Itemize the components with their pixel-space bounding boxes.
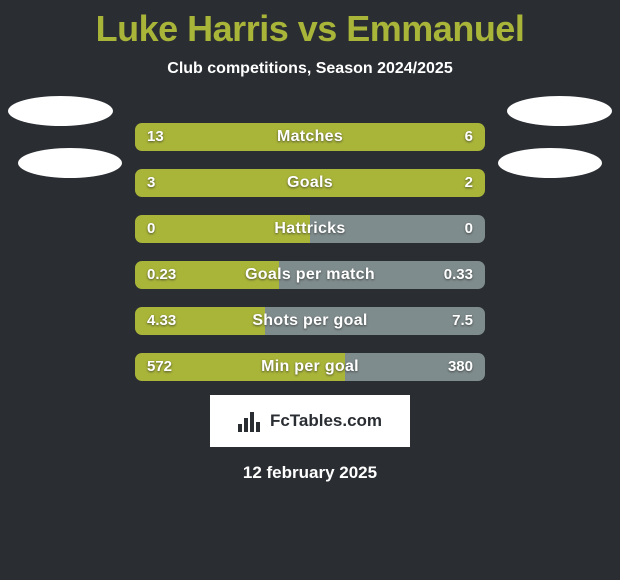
logo-text: FcTables.com — [270, 411, 382, 431]
team-badge-left-bottom — [18, 148, 122, 178]
stat-value-right: 6 — [465, 123, 473, 151]
page-subtitle: Club competitions, Season 2024/2025 — [0, 60, 620, 78]
stat-label: Shots per goal — [135, 307, 485, 335]
stat-bars-container: 13Matches6 3Goals2 0Hattricks0 0.23Goals pe… — [135, 123, 485, 399]
stat-value-right: 2 — [465, 169, 473, 197]
team-badge-right-top — [507, 96, 612, 126]
stat-label: Goals per match — [135, 261, 485, 289]
page-title: Luke Harris vs Emmanuel — [0, 0, 620, 50]
stat-bar-row: 0Hattricks0 — [135, 215, 485, 243]
stat-bar-row: 13Matches6 — [135, 123, 485, 151]
barchart-icon — [238, 410, 264, 432]
stat-bar-row: 3Goals2 — [135, 169, 485, 197]
logo-box: FcTables.com — [210, 395, 410, 447]
stat-label: Matches — [135, 123, 485, 151]
stat-value-right: 7.5 — [452, 307, 473, 335]
stat-label: Goals — [135, 169, 485, 197]
stat-bar-row: 0.23Goals per match0.33 — [135, 261, 485, 289]
stat-label: Hattricks — [135, 215, 485, 243]
date-line: 12 february 2025 — [0, 463, 620, 483]
stat-value-right: 380 — [448, 353, 473, 381]
stat-label: Min per goal — [135, 353, 485, 381]
stat-bar-row: 4.33Shots per goal7.5 — [135, 307, 485, 335]
team-badge-right-bottom — [498, 148, 602, 178]
stat-value-right: 0 — [465, 215, 473, 243]
stat-value-right: 0.33 — [444, 261, 473, 289]
stat-bar-row: 572Min per goal380 — [135, 353, 485, 381]
team-badge-left-top — [8, 96, 113, 126]
